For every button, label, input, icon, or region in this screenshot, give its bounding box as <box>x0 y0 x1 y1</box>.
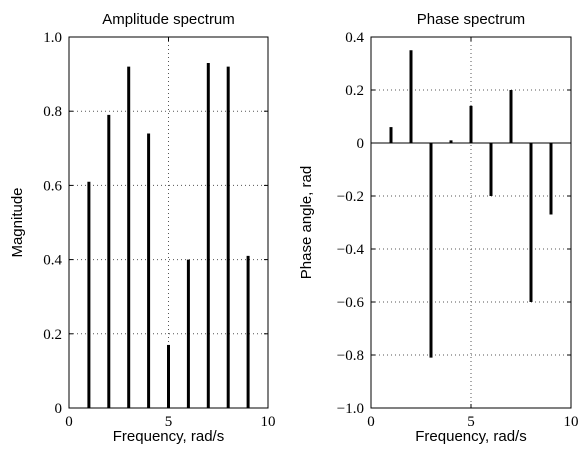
amplitude-chart: 0 5 10 0 0.2 0.4 0.6 0.8 1.0 Amplitude spectrum Fr… <box>9 11 276 445</box>
amplitude-ytick-label-5: 1.0 <box>43 30 62 46</box>
amplitude-ytick-label-0: 0 <box>55 401 63 417</box>
amplitude-ytick-label-4: 0.8 <box>43 104 62 120</box>
phase-ytick-label-3: −0.2 <box>337 189 364 205</box>
amplitude-xtick-label-2: 10 <box>261 414 276 430</box>
phase-ytick-label-5: −0.6 <box>337 295 365 311</box>
amplitude-ytick-label-3: 0.6 <box>43 178 62 194</box>
phase-xlabel: Frequency, rad/s <box>415 428 526 445</box>
phase-ytick-label-6: −0.8 <box>337 348 364 364</box>
amplitude-ytick-label-2: 0.4 <box>43 253 62 269</box>
amplitude-title: Amplitude spectrum <box>102 11 235 28</box>
phase-xtick-label-1: 5 <box>467 414 475 430</box>
phase-axes-box <box>370 36 572 409</box>
phase-ylabel: Phase angle, rad <box>298 166 315 279</box>
phase-chart: 0 5 10 0.4 0.2 0 −0.2 −0.4 −0.6 −0.8 −1.0 Phase spe… <box>298 11 579 445</box>
phase-ytick-label-7: −1.0 <box>337 401 364 417</box>
phase-xtick-label-0: 0 <box>367 414 375 430</box>
phase-ytick-label-0: 0.4 <box>345 30 364 46</box>
amplitude-xtick-label-1: 5 <box>165 414 173 430</box>
amplitude-ytick-label-1: 0.2 <box>43 327 62 343</box>
phase-ytick-label-1: 0.2 <box>345 83 364 99</box>
phase-title: Phase spectrum <box>417 11 525 28</box>
phase-ytick-label-2: 0 <box>357 136 365 152</box>
amplitude-xtick-label-0: 0 <box>65 414 73 430</box>
phase-ytick-label-4: −0.4 <box>337 242 365 258</box>
amplitude-ylabel: Magnitude <box>9 187 26 257</box>
amplitude-xlabel: Frequency, rad/s <box>113 428 224 445</box>
phase-xtick-label-2: 10 <box>564 414 579 430</box>
